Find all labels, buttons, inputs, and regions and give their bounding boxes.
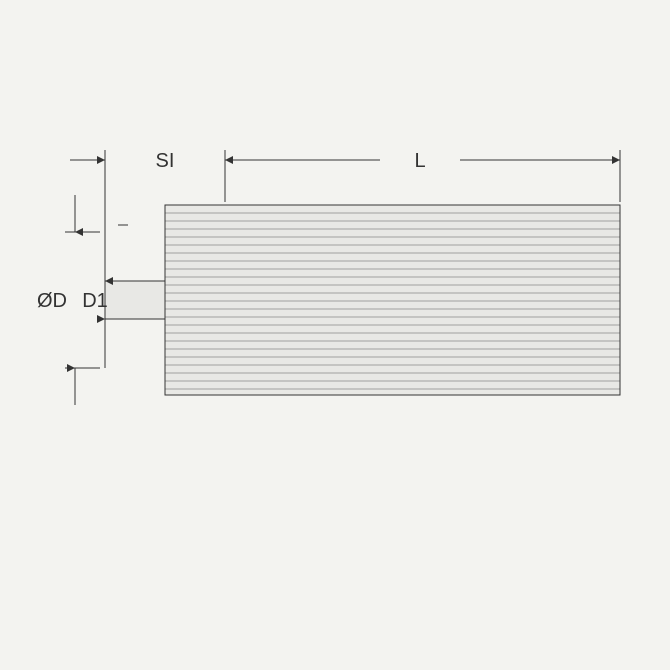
si-label: SI	[156, 150, 175, 172]
l-label: L	[414, 150, 425, 172]
d1-label: D1	[82, 290, 108, 312]
shaft	[105, 281, 165, 319]
engineering-drawing: SI L ØD D1	[0, 0, 670, 670]
d-label: ØD	[37, 290, 67, 312]
body-fill	[165, 205, 620, 395]
